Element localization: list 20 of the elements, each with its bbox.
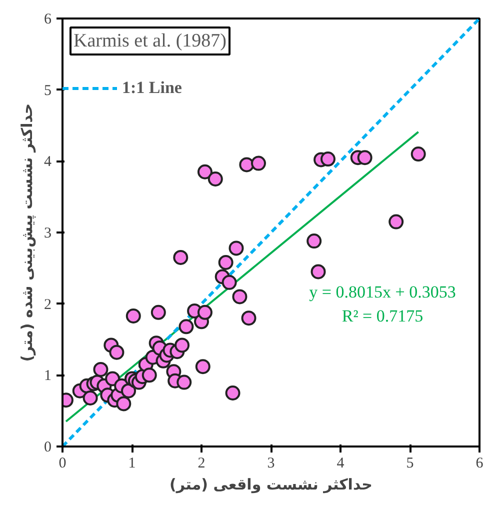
y-tick-label: 4 bbox=[44, 154, 52, 170]
y-axis-title: حداکثر نشست پیش‌بینی شده (متر) bbox=[18, 103, 36, 362]
y-tick-label: 0 bbox=[44, 440, 52, 456]
x-tick-label: 6 bbox=[476, 456, 484, 472]
annotation: y = 0.8015x + 0.3053 bbox=[309, 282, 456, 302]
y-tick-label: 3 bbox=[44, 226, 52, 242]
x-tick-label: 2 bbox=[198, 456, 206, 472]
x-tick-label: 0 bbox=[58, 456, 66, 472]
x-tick-label: 5 bbox=[406, 456, 414, 472]
x-tick-label: 4 bbox=[336, 456, 345, 472]
legend-label: 1:1 Line bbox=[122, 78, 182, 98]
x-axis-title: حداکثر نشست واقعی (متر) bbox=[170, 476, 372, 494]
y-tick-label: 1 bbox=[44, 368, 52, 384]
y-tick-label: 5 bbox=[44, 82, 52, 99]
annotation: R² = 0.7175 bbox=[342, 306, 424, 326]
annotation: Karmis et al. (1987) bbox=[74, 30, 227, 52]
x-tick-label: 3 bbox=[267, 456, 275, 472]
x-tick-label: 1 bbox=[128, 456, 136, 472]
y-tick-label: 6 bbox=[44, 12, 52, 28]
y-tick-label: 2 bbox=[44, 296, 52, 313]
